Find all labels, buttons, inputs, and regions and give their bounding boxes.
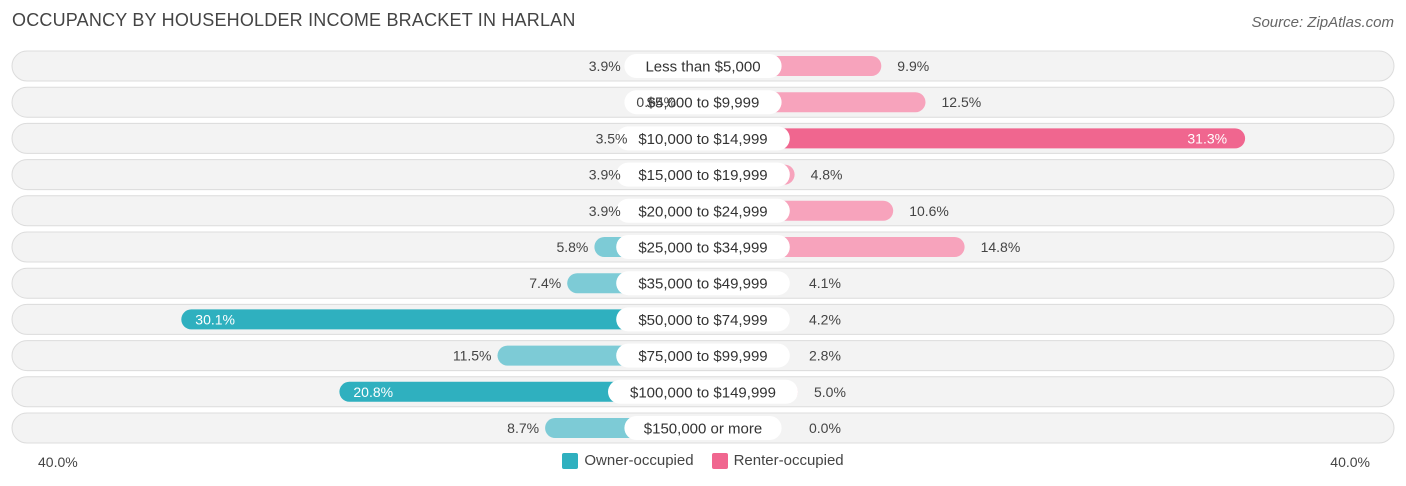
owner-value-label: 0.64% xyxy=(636,94,676,110)
category-label-pill xyxy=(616,235,790,259)
axis-left-label: 40.0% xyxy=(38,454,78,470)
legend-item-owner: Owner-occupied xyxy=(562,452,694,469)
legend-swatch-owner xyxy=(562,452,579,469)
renter-value-label: 4.1% xyxy=(809,275,841,291)
category-label: $35,000 to $49,999 xyxy=(638,276,767,293)
owner-value-label: 30.1% xyxy=(195,311,235,327)
owner-value-label: 3.9% xyxy=(589,167,621,183)
category-label: $100,000 to $149,999 xyxy=(630,384,776,401)
category-label-pill xyxy=(616,271,790,296)
renter-value-label: 14.8% xyxy=(981,239,1021,255)
owner-value-label: 7.4% xyxy=(529,275,561,291)
renter-value-label: 31.3% xyxy=(1187,130,1227,146)
renter-value-label: 9.9% xyxy=(897,58,929,74)
legend-label-renter: Renter-occupied xyxy=(733,452,844,469)
category-label-pill xyxy=(608,379,798,404)
category-label-pill xyxy=(616,198,790,223)
category-label-pill xyxy=(624,90,782,115)
legend-item-renter: Renter-occupied xyxy=(711,452,844,469)
owner-value-label: 3.9% xyxy=(589,203,621,219)
chart-title: OCCUPANCY BY HOUSEHOLDER INCOME BRACKET … xyxy=(12,10,576,30)
category-label: $75,000 to $99,999 xyxy=(638,348,767,365)
legend: Owner-occupied Renter-occupied xyxy=(0,452,1406,469)
diverging-bar-chart: Less than $5,000 3.9% 9.9% $5,000 to $9,999… xyxy=(11,50,1395,444)
category-label-pill xyxy=(624,416,782,440)
renter-bar xyxy=(703,128,1246,149)
category-label: $10,000 to $14,999 xyxy=(638,131,767,148)
category-label: $25,000 to $34,999 xyxy=(638,240,767,257)
category-label: $20,000 to $24,999 xyxy=(638,203,767,220)
category-label-pill xyxy=(616,126,790,151)
chart-source: Source: ZipAtlas.com xyxy=(1251,14,1394,31)
category-label: $5,000 to $9,999 xyxy=(647,95,760,112)
renter-value-label: 12.5% xyxy=(942,94,982,110)
owner-value-label: 5.8% xyxy=(556,239,588,255)
category-label-pill xyxy=(616,307,790,332)
owner-value-label: 8.7% xyxy=(507,420,539,436)
renter-value-label: 4.8% xyxy=(811,167,843,183)
category-label-pill xyxy=(616,343,790,368)
renter-value-label: 5.0% xyxy=(814,384,846,400)
owner-value-label: 3.5% xyxy=(596,130,628,146)
owner-value-label: 20.8% xyxy=(353,384,393,400)
category-label: $15,000 to $19,999 xyxy=(638,167,767,184)
renter-value-label: 0.0% xyxy=(809,420,841,436)
owner-value-label: 3.9% xyxy=(589,58,621,74)
renter-value-label: 4.2% xyxy=(809,311,841,327)
category-label-pill xyxy=(624,54,782,78)
category-label: $50,000 to $74,999 xyxy=(638,312,767,329)
category-label: Less than $5,000 xyxy=(645,59,760,76)
owner-bar xyxy=(181,309,704,330)
owner-value-label: 11.5% xyxy=(453,348,492,364)
axis-right-label: 40.0% xyxy=(1330,454,1370,470)
legend-label-owner: Owner-occupied xyxy=(584,452,694,469)
category-label: $150,000 or more xyxy=(644,421,762,438)
legend-swatch-renter xyxy=(711,452,728,469)
category-label-pill xyxy=(616,162,790,187)
renter-value-label: 10.6% xyxy=(909,203,949,219)
renter-value-label: 2.8% xyxy=(809,348,841,364)
